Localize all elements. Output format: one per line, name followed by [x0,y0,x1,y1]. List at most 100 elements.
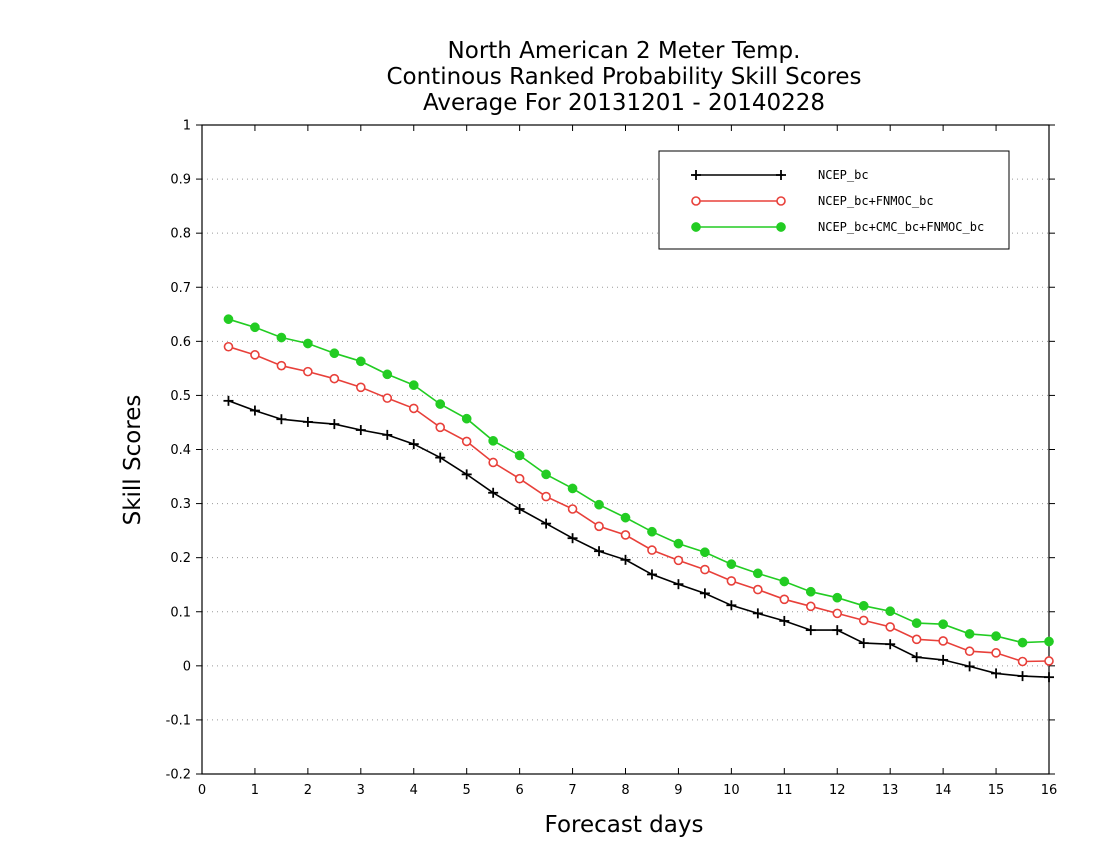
x-tick-label: 9 [674,783,682,798]
data-point [594,521,604,532]
x-tick-label: 7 [568,783,576,798]
data-point [991,648,1001,658]
data-point [673,538,684,549]
data-point [541,518,552,529]
data-point [776,222,786,232]
y-tick-label: -0.2 [166,768,191,783]
x-tick-label: 3 [357,783,365,798]
y-tick-label: 0.4 [170,443,191,458]
data-point [620,530,631,540]
data-point [647,545,657,555]
y-axis-label: Skill Scores [120,395,146,526]
x-tick-label: 2 [304,783,312,798]
x-tick-label: 14 [935,783,952,798]
data-point [408,403,419,414]
data-point [858,638,869,649]
data-point [779,594,790,605]
y-tick-label: -0.1 [166,713,191,728]
data-point [250,350,260,360]
y-tick-label: 0.1 [170,605,191,620]
data-point [726,559,737,570]
data-point [646,569,657,580]
chart-title-line-3: Average For 20131201 - 20140228 [423,90,825,116]
legend-entries: NCEP_bc NCEP_bc+FNMOC_bc NCEP_bc+CMC_bc+FN… [691,168,984,234]
series-3 [223,314,1054,648]
data-point [249,405,260,416]
x-tick-label: 6 [515,783,523,798]
data-point [302,416,313,427]
legend-entry: NCEP_bc [691,168,869,182]
data-point [700,564,710,575]
x-tick-label: 1 [251,783,259,798]
data-point [408,380,419,390]
data-point [514,503,525,514]
data-point [752,608,763,619]
data-point [567,533,578,544]
data-point [223,314,234,325]
chart-title-line-2: Continous Ranked Probability Skill Score… [386,64,861,90]
data-point [726,600,737,611]
series-line [228,318,1050,644]
series-line [228,400,1050,678]
data-point [329,419,340,430]
data-point [461,469,472,480]
data-point [1044,672,1054,683]
data-point [488,487,499,498]
data-point [964,629,975,639]
data-point [673,555,684,566]
data-point [753,584,763,595]
data-point [408,439,419,450]
data-point [805,601,816,612]
data-point [435,399,446,409]
chart-title: North American 2 Meter Temp. Continous R… [386,38,861,116]
data-point [461,413,472,424]
y-tick-label: 0.9 [170,173,191,188]
x-tick-label: 4 [410,783,418,798]
data-point [1017,656,1028,667]
data-point [223,341,234,352]
series-lines [223,314,1054,683]
data-point [938,636,948,646]
series-2 [223,341,1054,667]
data-point [567,504,578,514]
legend-entry: NCEP_bc+CMC_bc+FNMOC_bc [691,220,984,234]
y-tick-label: 0.2 [170,551,191,566]
data-point [276,360,287,371]
data-point [647,526,657,537]
legend-label: NCEP_bc [818,168,869,182]
data-point [779,615,790,626]
x-tick-label: 5 [463,783,471,798]
x-tick-labels: 0 1 2 3 4 5 6 7 8 9 10 11 12 13 14 15 16 [198,783,1057,798]
axes [196,124,1055,775]
data-point [382,393,393,403]
data-point [1017,637,1028,648]
data-point [911,618,922,628]
data-point [488,435,499,446]
data-point [594,546,605,557]
data-point [832,625,843,636]
y-tick-label: 0.7 [170,281,191,296]
data-point [356,382,366,393]
y-tick-label: 0.8 [170,227,191,242]
data-point [1044,636,1054,647]
data-point [752,568,763,579]
data-point [250,322,260,333]
data-point [488,457,498,468]
data-point [858,600,869,611]
data-point [435,452,446,463]
data-point [858,615,869,626]
data-point [691,196,701,206]
data-point [885,606,896,617]
data-point [991,631,1001,641]
x-tick-label: 8 [621,783,629,798]
legend-entry: NCEP_bc+FNMOC_bc [691,194,934,208]
data-point [832,608,843,619]
data-point [1017,671,1028,682]
legend: NCEP_bc NCEP_bc+FNMOC_bc NCEP_bc+CMC_bc+FN… [658,150,1010,250]
data-point [964,661,975,672]
data-point [1044,656,1054,666]
data-point [673,579,684,590]
data-point [567,483,578,494]
series-1 [223,395,1054,683]
